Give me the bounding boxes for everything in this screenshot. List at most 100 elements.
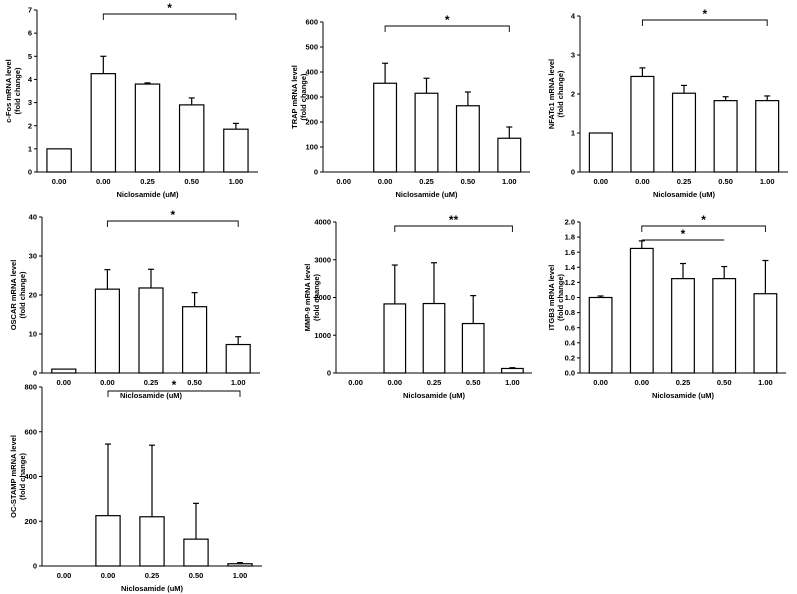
x-tick-label: 0.00 <box>387 378 402 387</box>
x-tick-label: 1.00 <box>231 378 246 387</box>
bar <box>455 105 480 173</box>
x-tick-label: 0.00 <box>52 177 67 186</box>
x-tick-label: 0.25 <box>427 378 442 387</box>
x-tick-label: 0.00 <box>593 378 608 387</box>
significance-marker: * <box>172 378 177 392</box>
x-tick-label: 0.25 <box>145 571 160 580</box>
bar <box>497 137 522 173</box>
significance-bracket <box>106 220 239 227</box>
x-tick-label: 1.00 <box>229 177 244 186</box>
x-tick-label: 0.00 <box>336 177 351 186</box>
significance-marker: * <box>170 208 175 222</box>
y-axis-label-units: (fold change) <box>18 452 27 500</box>
significance-bracket <box>641 19 768 26</box>
y-axis-label-units: (fold change) <box>299 73 308 121</box>
x-tick-label: 0.00 <box>348 378 363 387</box>
y-tick-label: 500 <box>305 43 318 52</box>
significance-marker: * <box>445 13 450 27</box>
x-tick-label: 1.00 <box>505 378 520 387</box>
y-tick-label: 1 <box>571 129 575 138</box>
bar <box>139 516 165 567</box>
y-tick-label: 20 <box>29 291 37 300</box>
significance-marker: * <box>167 1 172 15</box>
bar <box>501 367 524 374</box>
y-tick-label: 2 <box>571 90 575 99</box>
y-tick-label: 300 <box>305 93 318 102</box>
bar <box>134 83 161 173</box>
y-tick-label: 1.2 <box>565 278 575 287</box>
y-tick-label: 3000 <box>314 255 331 264</box>
chart-panel-4: 0 10 20 30 40 0.00 0.00 0.25 0.50 1.00 Niclosamide… <box>9 208 260 400</box>
bar <box>588 132 613 173</box>
y-tick-label: 800 <box>24 383 37 392</box>
significance-marker: * <box>681 227 686 241</box>
x-tick-label: 0.50 <box>187 378 202 387</box>
x-tick-label: 1.00 <box>758 378 773 387</box>
x-axis-label: Niclosamide (uM) <box>652 391 715 400</box>
y-tick-label: 1.8 <box>565 233 575 242</box>
y-axis-label: OC-STAMP mRNA level <box>9 435 18 518</box>
bar <box>46 148 72 173</box>
chart-panel-2: 0 100 200 300 400 500 600 0.00 0.00 0.25 0.50 1.00 N… <box>290 13 530 199</box>
x-axis-label: Niclosamide (uM) <box>395 190 458 199</box>
y-axis-label: OSCAR mRNA level <box>9 260 18 331</box>
y-axis-label-units: (fold change) <box>13 67 22 115</box>
x-tick-label: 0.25 <box>140 177 155 186</box>
x-tick-label: 0.00 <box>57 571 72 580</box>
y-tick-label: 600 <box>24 427 37 436</box>
y-tick-label: 4 <box>571 12 576 21</box>
x-tick-label: 0.00 <box>635 177 650 186</box>
significance-bracket <box>394 225 513 232</box>
y-axis-label-units: (fold change) <box>312 273 321 321</box>
y-tick-label: 2.0 <box>565 218 575 227</box>
y-tick-label: 1 <box>28 144 32 153</box>
y-tick-label: 0.2 <box>565 354 575 363</box>
y-tick-label: 40 <box>29 213 37 222</box>
chart-panel-6: 0.0 0.2 0.4 0.6 0.8 1.0 1.2 1.4 1.6 1.8 2.0 0.00 0.0… <box>547 213 786 400</box>
significance-marker: * <box>702 7 707 21</box>
x-axis-label: Niclosamide (uM) <box>121 584 184 593</box>
chart-panel-5: 0 1000 2000 3000 4000 0.00 0.00 0.25 0.50 1.00 Nic… <box>303 213 532 400</box>
x-tick-label: 0.00 <box>96 177 111 186</box>
y-tick-label: 0 <box>314 168 318 177</box>
bar <box>414 92 439 173</box>
x-tick-label: 0.25 <box>144 378 159 387</box>
bar <box>223 128 249 173</box>
y-axis-label-units: (fold change) <box>556 273 565 321</box>
x-tick-label: 0.00 <box>634 378 649 387</box>
y-tick-label: 1.6 <box>565 248 575 257</box>
x-tick-label: 1.00 <box>233 571 248 580</box>
x-tick-label: 0.00 <box>593 177 608 186</box>
y-tick-label: 0.8 <box>565 308 575 317</box>
bar <box>95 515 121 567</box>
y-tick-label: 1.0 <box>565 293 575 302</box>
y-axis-label: MMP-9 mRNA level <box>303 264 312 332</box>
y-axis-label: c-Fos mRNA level <box>4 59 13 123</box>
x-axis-label: Niclosamide (uM) <box>116 190 179 199</box>
x-tick-label: 0.50 <box>184 177 199 186</box>
y-tick-label: 6 <box>28 29 32 38</box>
bar <box>461 322 485 374</box>
bar <box>755 100 780 173</box>
significance-bracket <box>102 13 237 20</box>
significance-marker: * <box>701 213 706 227</box>
bar <box>713 100 738 173</box>
y-tick-label: 0 <box>327 369 331 378</box>
y-tick-label: 0 <box>28 168 32 177</box>
significance-bracket <box>384 25 510 32</box>
x-axis-label: Niclosamide (uM) <box>120 391 183 400</box>
bar <box>94 288 120 374</box>
y-axis-label-units: (fold change) <box>18 271 27 319</box>
bar <box>383 303 407 374</box>
x-tick-label: 0.00 <box>100 378 115 387</box>
y-tick-label: 1.4 <box>565 263 576 272</box>
y-tick-label: 5 <box>28 52 32 61</box>
x-tick-label: 1.00 <box>760 177 775 186</box>
x-axis-label: Niclosamide (uM) <box>653 190 716 199</box>
y-tick-label: 400 <box>305 68 318 77</box>
y-tick-label: 200 <box>305 118 318 127</box>
y-axis-label: NFATc1 mRNA level <box>547 59 556 129</box>
significance-bracket <box>641 225 766 232</box>
significance-marker: ** <box>449 213 459 227</box>
